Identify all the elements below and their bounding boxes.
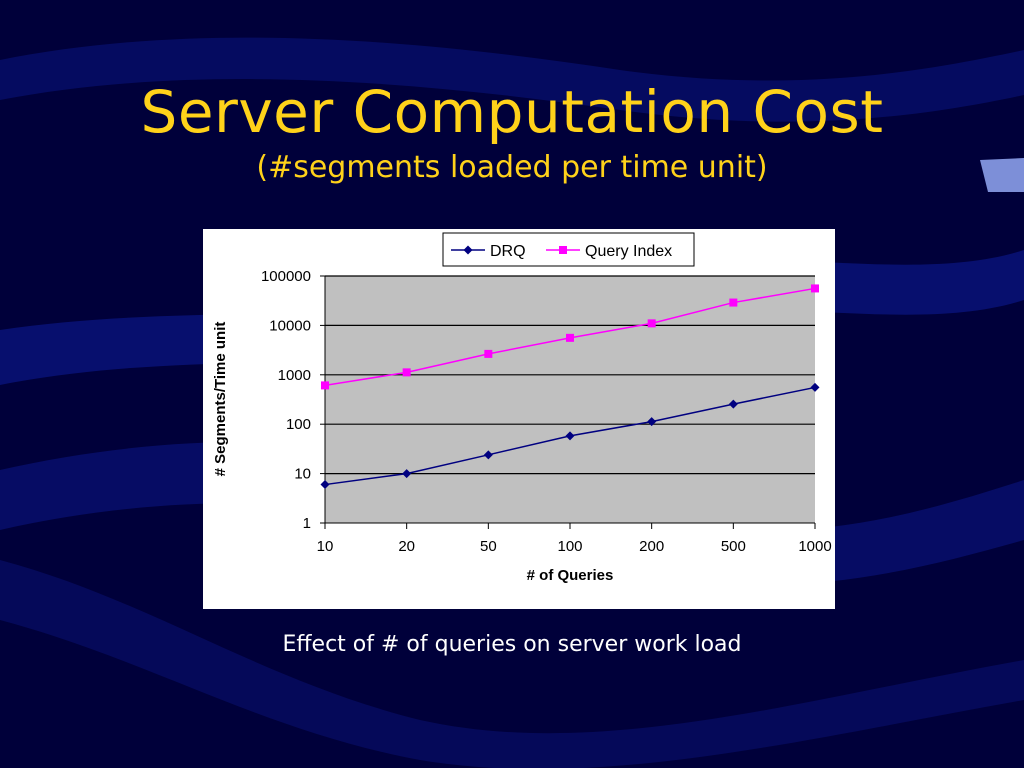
y-axis-title: # Segments/Time unit — [212, 322, 229, 477]
x-tick-label: 100 — [557, 538, 582, 555]
y-tick-label: 1 — [303, 515, 311, 532]
axes: 1 10 100 1000 10000 100000 10 20 50 100 200 500 1000 — [261, 268, 832, 555]
data-point-drq — [728, 399, 738, 409]
data-point-drq — [402, 469, 412, 479]
legend-label-query-index: Query Index — [585, 243, 672, 260]
chart-legend: DRQ Query Index — [442, 232, 695, 267]
series-drq — [320, 382, 820, 490]
y-tick-label: 10 — [294, 466, 311, 483]
slide-decoration — [980, 158, 1024, 192]
x-tick-label: 10 — [317, 538, 334, 555]
y-tick-label: 10000 — [269, 317, 311, 334]
x-tick-label: 200 — [639, 538, 664, 555]
series-query-index — [321, 284, 819, 390]
data-point-drq — [483, 450, 493, 460]
data-point-drq — [565, 431, 575, 441]
legend-label-drq: DRQ — [490, 243, 526, 260]
data-point-query-index — [811, 284, 819, 293]
x-tick-label: 500 — [721, 538, 746, 555]
slide-caption: Effect of # of queries on server work lo… — [282, 632, 742, 657]
data-point-query-index — [321, 381, 329, 390]
data-point-drq — [320, 480, 330, 490]
chart-panel: 1 10 100 1000 10000 100000 10 20 50 100 200 500 1000… — [203, 229, 835, 609]
x-axis-title: # of Queries — [527, 567, 614, 584]
x-tick-label: 50 — [480, 538, 497, 555]
data-point-query-index — [402, 368, 411, 377]
series-layer — [320, 284, 820, 490]
legend-marker-query-index — [559, 246, 567, 254]
x-tick-label: 20 — [398, 538, 415, 555]
y-tick-label: 1000 — [278, 367, 311, 384]
data-point-drq — [647, 417, 657, 427]
slide-title: Server Computation Cost — [140, 78, 884, 146]
slide-subtitle: (#segments loaded per time unit) — [256, 150, 768, 185]
legend-item-drq: DRQ — [451, 243, 526, 260]
data-point-query-index — [647, 319, 656, 328]
data-point-query-index — [484, 349, 493, 358]
y-tick-label: 100 — [286, 416, 311, 433]
legend-marker-drq — [463, 245, 473, 255]
data-point-query-index — [729, 298, 738, 307]
plot-area — [325, 276, 815, 523]
x-tick-label: 1000 — [798, 538, 831, 555]
y-tick-label: 100000 — [261, 268, 311, 285]
legend-item-query-index: Query Index — [546, 243, 672, 260]
line-chart: 1 10 100 1000 10000 100000 10 20 50 100 200 500 1000… — [212, 232, 832, 584]
data-point-drq — [810, 382, 820, 392]
data-point-query-index — [566, 333, 574, 342]
